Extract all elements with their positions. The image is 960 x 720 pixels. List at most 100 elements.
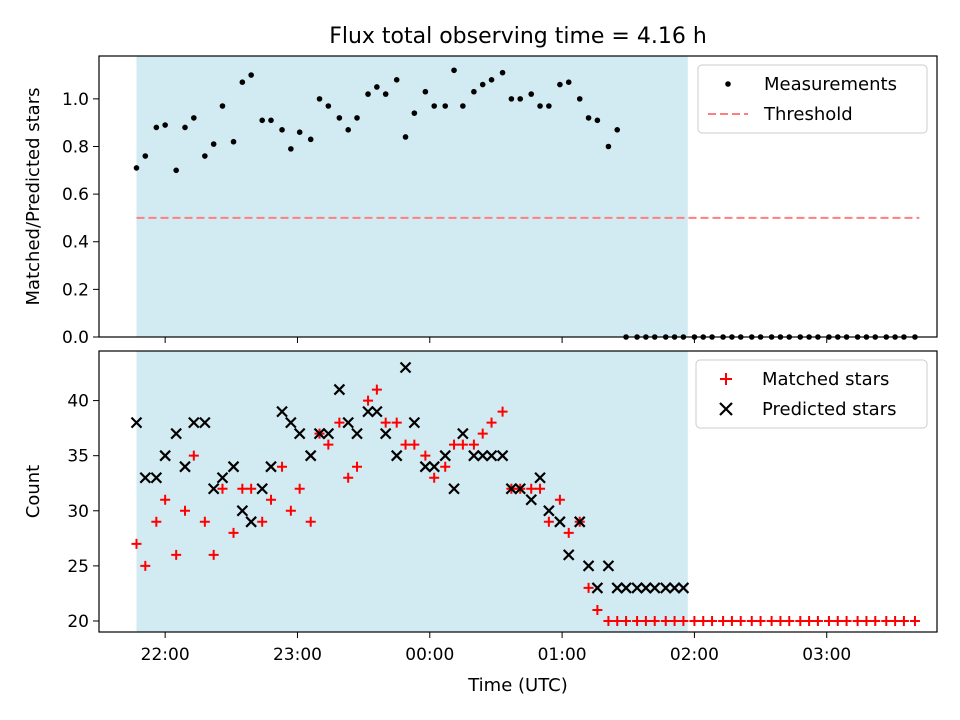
matched-stars-point [784,615,795,626]
matched-stars-point [429,472,440,483]
predicted-stars-point [256,482,268,495]
predicted-stars-point [554,516,566,528]
measurement-point [374,84,380,90]
predicted-stars-point [139,471,152,484]
matched-stars-point [468,439,479,450]
measurement-point [191,115,197,121]
measurement-point [451,67,457,74]
matched-stars-point [649,615,660,626]
y-tick-label: 0.8 [62,137,89,157]
matched-stars-point [841,615,852,626]
predicted-stars-point [439,449,452,462]
matched-stars-point [678,615,689,626]
predicted-stars-point [371,405,383,418]
legend: Matched stars Predicted stars [695,359,928,429]
measurement-point [382,91,389,97]
predicted-stars-point [419,460,432,473]
measurement-point [133,165,140,171]
measurement-point [517,96,524,102]
matched-stars-point [400,439,411,450]
matched-stars-point [812,615,823,626]
matched-stars-point [343,472,354,483]
predicted-stars-point [631,582,643,594]
axes-frame [98,350,938,633]
predicted-stars-point [640,582,652,594]
matched-stars-point [640,615,651,626]
predicted-stars-point [322,427,335,440]
predicted-stars-point [591,582,604,594]
measurement-point [557,81,563,88]
matched-stars-point [208,549,219,560]
measurement-point [479,81,486,88]
predicted-stars-point [265,460,277,473]
matched-stars-point [632,615,643,626]
matched-stars-point [669,615,680,626]
series-predicted-stars [130,361,690,594]
matched-stars-point [334,417,345,428]
bottom-panel: 20 25 30 35 40 22:00 23:00 00:00 01:00 02:00 03:00… [23,350,938,665]
matched-stars-point [660,615,671,626]
measurement-point [585,115,592,121]
matched-stars-point [890,615,901,626]
measurement-point [153,124,160,131]
predicted-stars-point [562,549,575,561]
measurement-point [488,77,495,83]
predicted-stars-point [333,383,346,396]
predicted-stars-point [379,427,392,440]
measurement-point [528,91,535,97]
matched-stars-point [380,417,391,428]
matched-stars-point [746,615,757,626]
measurement-point [239,79,246,85]
measurement-point [460,103,466,109]
measurement-point [259,117,265,124]
matched-stars-point [898,615,909,626]
matched-stars-point [755,615,766,626]
measurement-point [268,117,274,124]
predicted-stars-point [602,560,615,572]
predicted-stars-point [362,405,374,418]
y-tick-label: 30 [67,502,89,522]
matched-stars-point [832,615,843,626]
axes-frame [98,55,938,338]
measurement-point [411,110,418,116]
matched-stars-point [718,615,729,626]
measurement-point [210,141,217,147]
measurement-point [431,103,438,109]
measurement-point [336,115,343,121]
predicted-stars-point [543,505,555,517]
measurement-point [605,143,612,150]
predicted-stars-point [399,361,412,374]
matched-stars-point [563,527,574,538]
matched-stars-point [199,516,210,527]
measurement-point [288,146,294,152]
predicted-stars-point [199,416,211,429]
matched-stars-point [766,615,777,626]
matched-stars-point [457,439,468,450]
measurement-point [307,136,314,143]
predicted-stars-point [351,427,363,440]
matched-stars-point [140,560,151,571]
y-axis-label: Count [23,465,44,518]
matched-stars-point [440,461,451,472]
measurement-point [422,88,429,95]
predicted-stars-point [207,482,220,495]
matched-stars-point [285,505,296,516]
measurement-point [565,79,572,85]
predicted-stars-point [505,482,518,495]
matched-stars-point [160,494,171,505]
matched-stars-point [621,615,632,626]
matched-stars-point [352,461,363,472]
matched-stars-point [217,483,228,494]
legend-box [695,359,928,429]
predicted-stars-point [534,471,546,484]
legend-label: Predicted stars [762,399,896,420]
predicted-stars-point [150,471,163,484]
measurement-point [219,103,226,109]
matched-stars-point [477,428,488,439]
measurement-point [614,127,621,133]
measurement-point [182,124,188,131]
matched-stars-point [804,615,815,626]
measurement-point [296,129,303,136]
matched-stars-point [486,417,497,428]
matched-stars-point [870,615,881,626]
